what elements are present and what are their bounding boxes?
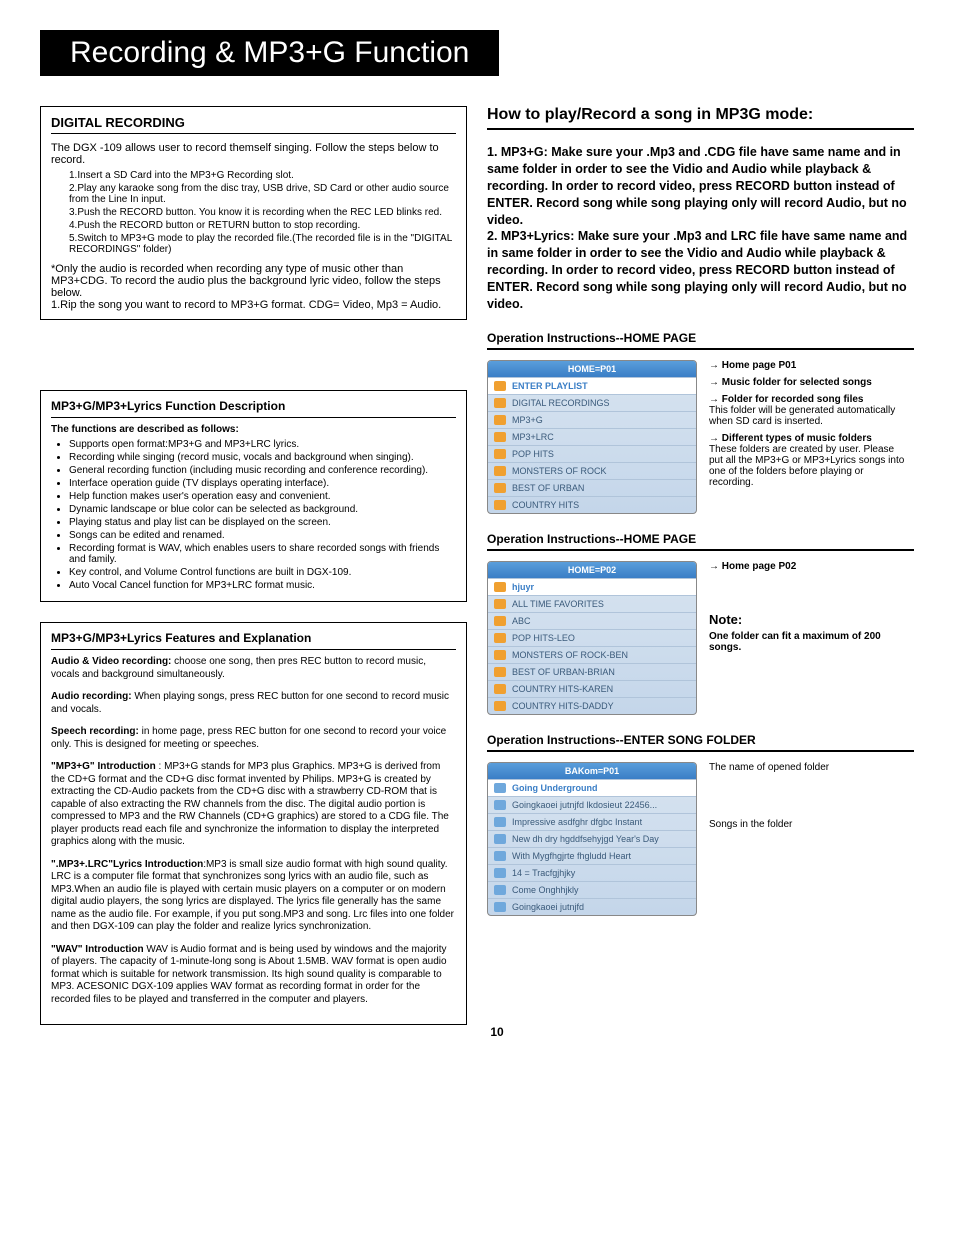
op3-ann-0: The name of opened folder <box>709 762 909 773</box>
op1-ann-1: Music folder for selected songs <box>709 377 909 388</box>
para-audio: Audio recording: When playing songs, pre… <box>51 691 456 716</box>
op3-ann-1: Songs in the folder <box>709 819 909 830</box>
op1-item-7: COUNTRY HITS <box>488 496 696 513</box>
op3-item-0: Going Underground <box>488 779 696 796</box>
op1-item-2: MP3+G <box>488 411 696 428</box>
op1-ann-2: Folder for recorded song filesThis folde… <box>709 394 909 427</box>
op3-item-3: New dh dry hgddfsehyjgd Year's Day <box>488 830 696 847</box>
right-column: How to play/Record a song in MP3G mode: … <box>487 106 914 1045</box>
op2-annotations: Home page P02 Note: One folder can fit a… <box>709 561 909 715</box>
op3-item-6: Come Onghhjkly <box>488 881 696 898</box>
op2-note-body: One folder can fit a maximum of 200 song… <box>709 631 909 653</box>
op1-item-5: MONSTERS OF ROCK <box>488 462 696 479</box>
features-box: MP3+G/MP3+Lyrics Features and Explanatio… <box>40 622 467 1025</box>
op1-item-0: ENTER PLAYLIST <box>488 377 696 394</box>
op1-screen: HOME=P01 ENTER PLAYLIST DIGITAL RECORDIN… <box>487 360 697 514</box>
digital-steps: 1.Insert a SD Card into the MP3+G Record… <box>69 170 456 255</box>
digital-recording-title: DIGITAL RECORDING <box>51 115 456 134</box>
step-5: 5.Switch to MP3+G mode to play the recor… <box>69 233 456 255</box>
op2-item-6: COUNTRY HITS-KAREN <box>488 680 696 697</box>
fd-6: Playing status and play list can be disp… <box>69 517 456 528</box>
step-3: 3.Push the RECORD button. You know it is… <box>69 207 456 218</box>
fd-2: General recording function (including mu… <box>69 465 456 476</box>
howto-title: How to play/Record a song in MP3G mode: <box>487 106 914 130</box>
op2-item-0: hjuyr <box>488 578 696 595</box>
digital-recording-box: DIGITAL RECORDING The DGX -109 allows us… <box>40 106 467 320</box>
features-title: MP3+G/MP3+Lyrics Features and Explanatio… <box>51 631 456 650</box>
op2-title: Operation Instructions--HOME PAGE <box>487 532 914 551</box>
para-wav: "WAV" Introduction WAV is Audio format a… <box>51 944 456 1007</box>
step-1: 1.Insert a SD Card into the MP3+G Record… <box>69 170 456 181</box>
op3-row: BAKom=P01 Going Underground Goingkaoei j… <box>487 762 914 916</box>
op2-item-1: ALL TIME FAVORITES <box>488 595 696 612</box>
para-av: Audio & Video recording: choose one song… <box>51 656 456 681</box>
op2-screen: HOME=P02 hjuyr ALL TIME FAVORITES ABC PO… <box>487 561 697 715</box>
op1-ann-0: Home page P01 <box>709 360 909 371</box>
op2-item-4: MONSTERS OF ROCK-BEN <box>488 646 696 663</box>
op1-item-3: MP3+LRC <box>488 428 696 445</box>
fd-7: Songs can be edited and renamed. <box>69 530 456 541</box>
left-column: DIGITAL RECORDING The DGX -109 allows us… <box>40 106 467 1045</box>
op3-item-5: 14 = Tracfgjhjky <box>488 864 696 881</box>
op1-item-1: DIGITAL RECORDINGS <box>488 394 696 411</box>
op3-item-4: With Mygfhgjrte fhgludd Heart <box>488 847 696 864</box>
fd-9: Key control, and Volume Control function… <box>69 567 456 578</box>
op2-note-title: Note: <box>709 612 909 627</box>
op1-header: HOME=P01 <box>488 361 696 377</box>
funcdesc-sub: The functions are described as follows: <box>51 424 456 435</box>
two-column-layout: DIGITAL RECORDING The DGX -109 allows us… <box>40 106 914 1045</box>
op1-item-6: BEST OF URBAN <box>488 479 696 496</box>
op3-annotations: The name of opened folder Songs in the f… <box>709 762 909 916</box>
fd-1: Recording while singing (record music, v… <box>69 452 456 463</box>
para-mp3g: "MP3+G" Introduction : MP3+G stands for … <box>51 761 456 849</box>
op3-item-1: Goingkaoei jutnjfd lkdosieut 22456... <box>488 796 696 813</box>
howto-body: 1. MP3+G: Make sure your .Mp3 and .CDG f… <box>487 144 914 313</box>
fd-8: Recording format is WAV, which enables u… <box>69 543 456 565</box>
op2-ann-header: Home page P02 <box>709 561 909 572</box>
op2-item-2: ABC <box>488 612 696 629</box>
para-speech: Speech recording: in home page, press RE… <box>51 726 456 751</box>
digital-intro: The DGX -109 allows user to record thems… <box>51 142 456 166</box>
op3-item-7: Goingkaoei jutnjfd <box>488 898 696 915</box>
op1-row: HOME=P01 ENTER PLAYLIST DIGITAL RECORDIN… <box>487 360 914 514</box>
step-4: 4.Push the RECORD button or RETURN butto… <box>69 220 456 231</box>
digital-note1: *Only the audio is recorded when recordi… <box>51 263 456 299</box>
fd-3: Interface operation guide (TV displays o… <box>69 478 456 489</box>
fd-5: Dynamic landscape or blue color can be s… <box>69 504 456 515</box>
op3-title: Operation Instructions--ENTER SONG FOLDE… <box>487 733 914 752</box>
step-2: 2.Play any karaoke song from the disc tr… <box>69 183 456 205</box>
page-banner: Recording & MP3+G Function <box>40 30 499 76</box>
op2-item-5: BEST OF URBAN-BRIAN <box>488 663 696 680</box>
fd-10: Auto Vocal Cancel function for MP3+LRC f… <box>69 580 456 591</box>
op1-title: Operation Instructions--HOME PAGE <box>487 331 914 350</box>
op2-row: HOME=P02 hjuyr ALL TIME FAVORITES ABC PO… <box>487 561 914 715</box>
op3-screen: BAKom=P01 Going Underground Goingkaoei j… <box>487 762 697 916</box>
function-description-box: MP3+G/MP3+Lyrics Function Description Th… <box>40 390 467 602</box>
op3-header: BAKom=P01 <box>488 763 696 779</box>
op1-item-4: POP HITS <box>488 445 696 462</box>
op2-item-7: COUNTRY HITS-DADDY <box>488 697 696 714</box>
op1-annotations: Home page P01 Music folder for selected … <box>709 360 909 514</box>
op2-item-3: POP HITS-LEO <box>488 629 696 646</box>
op2-header: HOME=P02 <box>488 562 696 578</box>
digital-note2: 1.Rip the song you want to record to MP3… <box>51 299 456 311</box>
fd-4: Help function makes user's operation eas… <box>69 491 456 502</box>
funcdesc-list: Supports open format:MP3+G and MP3+LRC l… <box>69 439 456 591</box>
op3-item-2: Impressive asdfghr dfgbc Instant <box>488 813 696 830</box>
para-lrc: ".MP3+.LRC"Lyrics Introduction:MP3 is sm… <box>51 859 456 934</box>
op1-ann-3: Different types of music foldersThese fo… <box>709 433 909 488</box>
fd-0: Supports open format:MP3+G and MP3+LRC l… <box>69 439 456 450</box>
funcdesc-title: MP3+G/MP3+Lyrics Function Description <box>51 399 456 418</box>
